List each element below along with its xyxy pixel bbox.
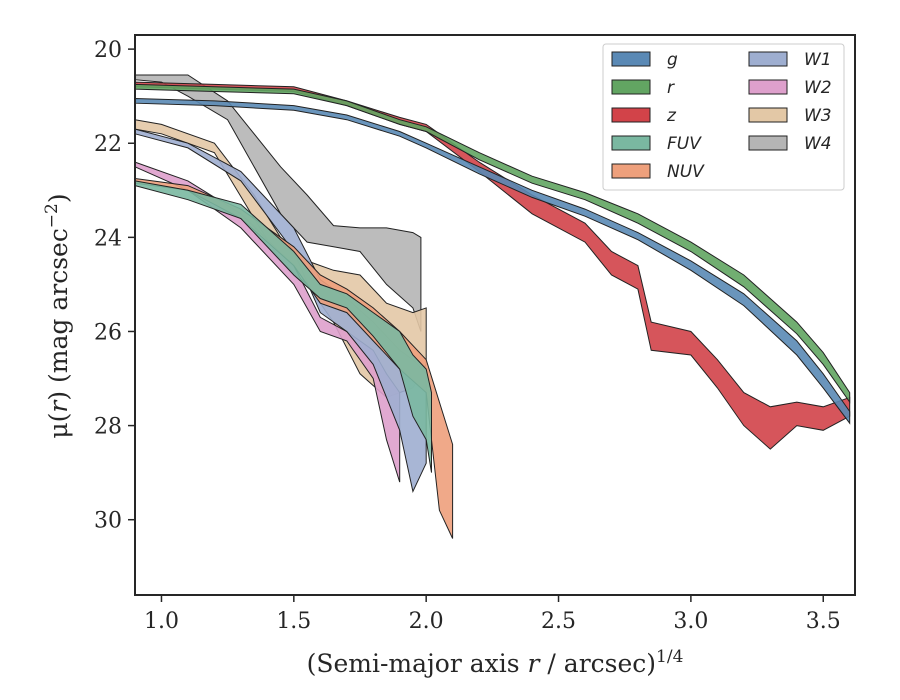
x-tick-label: 1.0 (144, 609, 179, 634)
y-tick-label: 26 (94, 320, 122, 345)
band-w1 (134, 128, 427, 494)
x-axis: 1.0 1.5 2.0 2.5 3.0 3.5 (144, 595, 841, 634)
legend-swatch-nuv (611, 163, 651, 179)
y-tick-label: 20 (94, 38, 122, 63)
y-tick-label: 24 (94, 226, 122, 251)
band-r (134, 83, 851, 404)
x-tick-label: 2.0 (409, 609, 444, 634)
legend-swatch-w4 (748, 135, 788, 151)
x-tick-label: 3.5 (806, 609, 841, 634)
x-tick-label: 1.5 (276, 609, 311, 634)
legend-swatch-w1 (748, 51, 788, 67)
y-axis: 20 22 24 26 28 30 (94, 38, 135, 534)
legend-label-w1: W1 (804, 50, 832, 70)
legend-label-nuv: NUV (667, 162, 705, 182)
legend-label-g: g (667, 50, 678, 70)
band-layer (134, 74, 851, 539)
x-tick-label: 2.5 (541, 609, 576, 634)
y-tick-label: 30 (94, 509, 122, 534)
legend-label-w4: W4 (804, 134, 832, 154)
y-tick-label: 28 (94, 415, 122, 440)
legend-swatch-z (611, 107, 651, 123)
legend-label-r: r (667, 78, 675, 98)
legend-label-z: z (666, 106, 677, 126)
legend-swatch-w2 (748, 79, 788, 95)
legend-swatch-g (611, 51, 651, 67)
x-axis-label: (Semi-major axis r / arcsec)1/4 (307, 647, 684, 678)
x-tick-label: 3.0 (673, 609, 708, 634)
band-fuv (134, 180, 432, 473)
legend-swatch-fuv (611, 135, 651, 151)
y-tick-label: 22 (94, 132, 122, 157)
legend-swatch-r (611, 79, 651, 95)
y-axis-label: μ(r) (mag arcsec−2) (42, 193, 73, 438)
legend: grz FUV NUV W1 W2 W3 W4 (602, 43, 845, 191)
plot-frame (134, 34, 856, 596)
legend-swatch-w3 (748, 107, 788, 123)
band-g (134, 97, 851, 425)
legend-label-fuv: FUV (667, 134, 702, 154)
legend-label-w2: W2 (804, 78, 832, 98)
legend-label-w3: W3 (804, 106, 832, 126)
